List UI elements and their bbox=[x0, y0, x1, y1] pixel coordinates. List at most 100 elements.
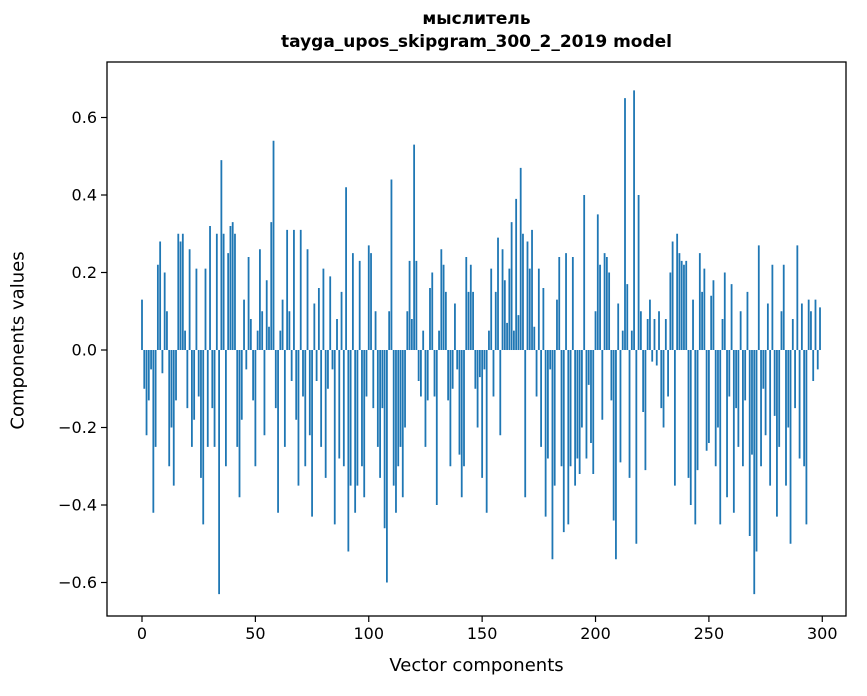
bar bbox=[390, 179, 393, 350]
bar bbox=[531, 229, 533, 351]
bar bbox=[431, 272, 434, 350]
bar bbox=[558, 257, 561, 350]
x-tick-label: 250 bbox=[694, 624, 725, 643]
bar bbox=[605, 257, 608, 350]
bar bbox=[460, 350, 463, 498]
bar bbox=[803, 350, 806, 467]
bar bbox=[490, 268, 493, 351]
bar bbox=[424, 350, 427, 447]
bar bbox=[569, 350, 572, 467]
x-tick-label: 100 bbox=[353, 624, 384, 643]
bar bbox=[712, 280, 715, 350]
bar bbox=[317, 288, 320, 350]
bar bbox=[206, 350, 209, 447]
bar bbox=[626, 284, 629, 351]
y-tick-label: 0.4 bbox=[72, 186, 97, 205]
bar bbox=[633, 90, 635, 351]
bar bbox=[728, 350, 731, 397]
bar bbox=[578, 350, 581, 474]
bar bbox=[415, 260, 418, 351]
bar bbox=[599, 264, 601, 350]
bar bbox=[410, 319, 413, 350]
bar bbox=[776, 350, 778, 517]
bar bbox=[204, 268, 207, 351]
bar bbox=[288, 311, 291, 350]
bar bbox=[535, 350, 538, 397]
bar bbox=[742, 350, 744, 467]
bar bbox=[492, 350, 495, 397]
bar bbox=[753, 350, 756, 595]
bar bbox=[499, 350, 502, 436]
bar bbox=[193, 350, 196, 420]
bar bbox=[567, 350, 570, 525]
bar bbox=[478, 350, 481, 378]
bar bbox=[331, 350, 334, 370]
bar bbox=[515, 198, 518, 351]
bar bbox=[512, 330, 515, 351]
bar bbox=[751, 350, 753, 455]
bar bbox=[714, 350, 717, 467]
bar bbox=[571, 257, 574, 350]
bar bbox=[156, 264, 159, 350]
bar bbox=[340, 291, 343, 351]
bar bbox=[685, 260, 688, 351]
bar bbox=[732, 350, 735, 513]
bar bbox=[329, 276, 332, 351]
bar bbox=[447, 350, 450, 401]
bar bbox=[342, 350, 345, 467]
bar bbox=[637, 195, 640, 350]
bar bbox=[145, 350, 148, 436]
bar bbox=[723, 272, 726, 350]
bar bbox=[719, 350, 722, 525]
bar bbox=[698, 253, 701, 351]
bar bbox=[367, 245, 370, 351]
bar bbox=[413, 144, 416, 351]
bar bbox=[351, 253, 354, 351]
bar bbox=[676, 233, 679, 350]
bars-group bbox=[141, 90, 821, 595]
bar bbox=[163, 272, 166, 350]
y-tick-label: 0.0 bbox=[72, 341, 97, 360]
plot-border bbox=[106, 61, 847, 617]
bar bbox=[474, 350, 477, 389]
bar bbox=[324, 350, 327, 478]
y-axis-ticks: 0.6 0.4 0.2 0.0 −0.2 −0.4 −0.6 bbox=[58, 108, 107, 592]
bar bbox=[592, 350, 595, 474]
bar bbox=[168, 350, 171, 467]
bar bbox=[794, 350, 796, 409]
bar bbox=[268, 326, 270, 350]
bar bbox=[286, 229, 289, 351]
bar bbox=[481, 350, 484, 478]
bar bbox=[170, 350, 173, 428]
bar bbox=[152, 350, 155, 513]
bar bbox=[449, 350, 452, 467]
bar bbox=[692, 299, 694, 351]
bar bbox=[249, 319, 252, 350]
bar bbox=[245, 350, 248, 370]
bar bbox=[773, 350, 776, 416]
bar bbox=[764, 350, 767, 436]
bar bbox=[488, 330, 490, 351]
bar bbox=[188, 249, 191, 350]
bar bbox=[544, 350, 547, 517]
bar bbox=[782, 264, 785, 350]
y-tick-label: −0.2 bbox=[58, 418, 97, 437]
bar bbox=[247, 257, 250, 350]
y-axis-label: Components values bbox=[7, 251, 29, 430]
bar bbox=[313, 303, 316, 350]
bar bbox=[612, 350, 615, 521]
bar bbox=[680, 260, 683, 351]
bar bbox=[673, 350, 676, 486]
bar bbox=[281, 299, 284, 351]
bar bbox=[497, 237, 499, 350]
bar bbox=[220, 160, 223, 351]
bar bbox=[483, 350, 486, 370]
bar bbox=[655, 350, 658, 366]
bar bbox=[433, 350, 436, 397]
bar bbox=[386, 350, 388, 583]
bar bbox=[229, 226, 232, 350]
bar bbox=[159, 241, 162, 350]
bar bbox=[184, 330, 186, 351]
bar bbox=[524, 350, 527, 498]
